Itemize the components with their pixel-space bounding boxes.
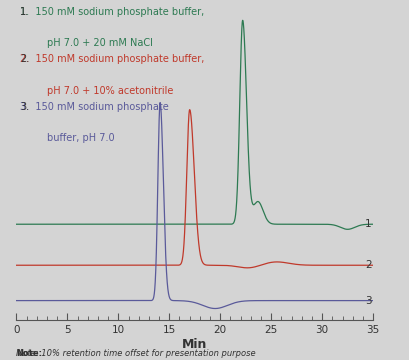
Text: 2.  150 mM sodium phosphate buffer,: 2. 150 mM sodium phosphate buffer, bbox=[20, 54, 204, 64]
Text: 1.  150 mM sodium phosphate buffer,: 1. 150 mM sodium phosphate buffer, bbox=[20, 7, 204, 17]
Text: 2: 2 bbox=[364, 260, 371, 270]
Text: pH 7.0 + 20 mM NaCl: pH 7.0 + 20 mM NaCl bbox=[47, 39, 152, 49]
Text: buffer, pH 7.0: buffer, pH 7.0 bbox=[47, 134, 114, 144]
Text: 3.: 3. bbox=[20, 102, 29, 112]
Text: pH 7.0 + 10% acetonitrile: pH 7.0 + 10% acetonitrile bbox=[47, 86, 173, 96]
Text: 3: 3 bbox=[364, 296, 371, 306]
Text: 1.: 1. bbox=[20, 7, 29, 17]
Text: 2.: 2. bbox=[20, 54, 29, 64]
Text: 3.  150 mM sodium phosphate: 3. 150 mM sodium phosphate bbox=[20, 102, 169, 112]
Text: 1: 1 bbox=[364, 219, 371, 229]
Text: Note:: Note: bbox=[16, 349, 42, 358]
X-axis label: Min: Min bbox=[182, 338, 207, 351]
Text: Note: 10% retention time offset for presentation purpose: Note: 10% retention time offset for pres… bbox=[16, 349, 255, 358]
